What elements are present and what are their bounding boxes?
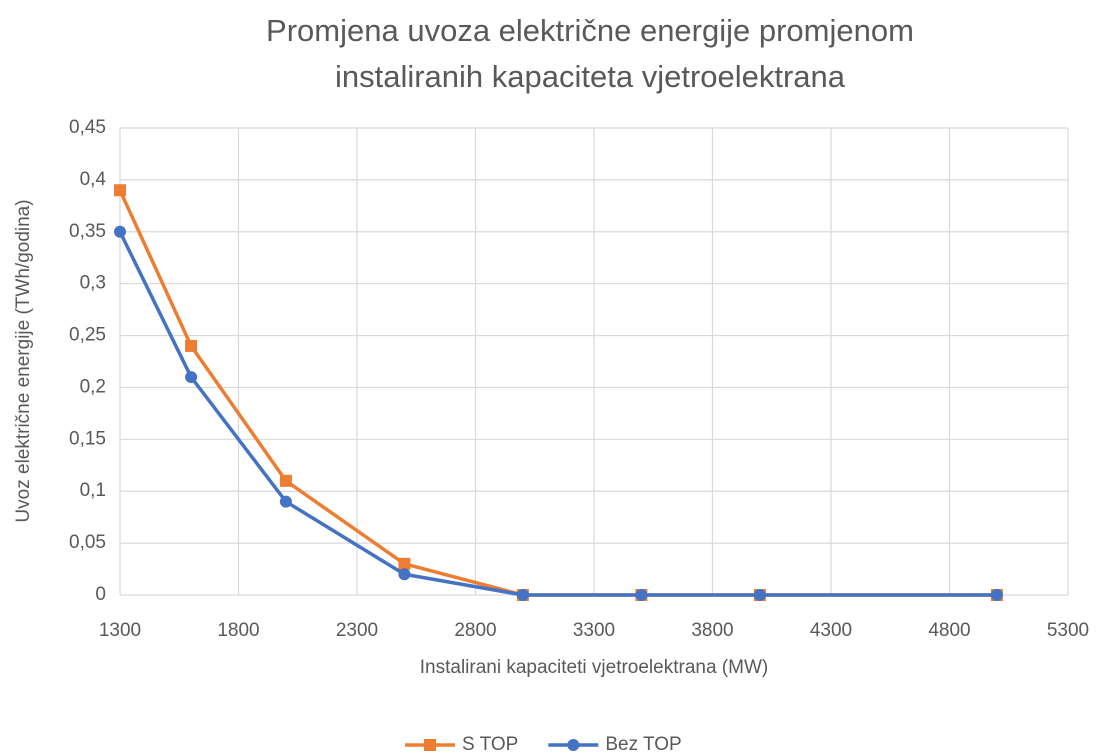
x-tick-label: 4300 xyxy=(810,620,852,641)
legend-label: Bez TOP xyxy=(605,734,681,754)
x-tick-label: 3300 xyxy=(573,620,615,641)
legend-marker xyxy=(424,739,436,751)
x-tick-label: 2800 xyxy=(454,620,496,641)
data-point xyxy=(279,474,292,487)
y-tick-label: 0,45 xyxy=(69,117,106,138)
y-tick-label: 0,4 xyxy=(80,169,107,190)
legend-label: S TOP xyxy=(462,734,518,754)
data-point xyxy=(398,557,411,570)
data-point xyxy=(516,589,529,601)
x-tick-label: 4800 xyxy=(928,620,970,641)
x-tick-label: 1800 xyxy=(217,620,259,641)
y-tick-label: 0,05 xyxy=(69,532,106,553)
data-point xyxy=(753,589,766,601)
data-point xyxy=(114,225,126,238)
x-tick-label: 1300 xyxy=(99,620,141,641)
legend-marker xyxy=(567,739,580,751)
y-tick-label: 0,1 xyxy=(80,480,106,501)
data-point xyxy=(185,371,198,384)
data-point xyxy=(114,184,126,197)
data-point xyxy=(990,589,1003,601)
y-axis-label: Uvoz električne energije (TWh/godina) xyxy=(13,199,34,522)
data-point xyxy=(185,339,198,352)
data-point xyxy=(279,495,292,508)
data-point xyxy=(398,568,411,581)
series-line xyxy=(118,189,997,597)
y-tick-label: 0,15 xyxy=(69,428,106,449)
y-tick-label: 0,2 xyxy=(80,376,106,397)
chart-title: Promjena uvoza električne energije promj… xyxy=(266,13,914,94)
x-tick-label: 2300 xyxy=(336,620,378,641)
series-line xyxy=(118,231,997,597)
x-tick-label: 3800 xyxy=(691,620,733,641)
y-tick-label: 0,3 xyxy=(80,273,106,294)
x-tick-label: 5300 xyxy=(1047,620,1089,641)
y-tick-label: 0,35 xyxy=(69,221,106,242)
x-axis-label: Instalirani kapaciteti vjetroelektrana (… xyxy=(420,657,768,678)
data-point xyxy=(635,589,648,601)
y-tick-label: 0 xyxy=(95,584,106,605)
y-tick-label: 0,25 xyxy=(69,325,106,346)
